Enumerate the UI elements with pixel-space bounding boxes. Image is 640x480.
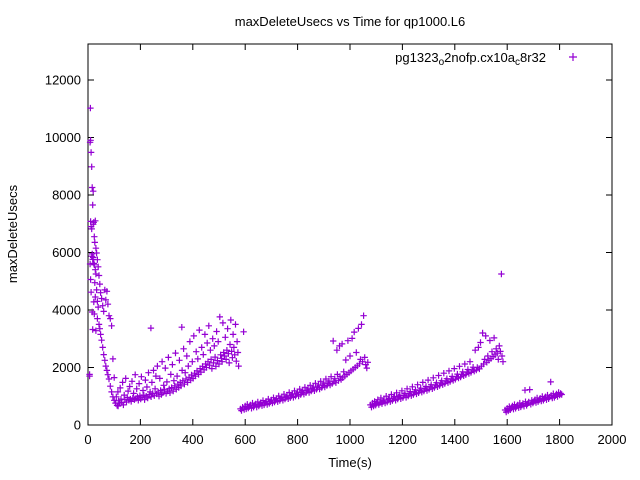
y-tick-label: 2000 bbox=[52, 360, 81, 375]
x-tick-label: 600 bbox=[234, 432, 256, 447]
legend-marker-icon bbox=[569, 53, 577, 61]
x-tick-label: 1600 bbox=[493, 432, 522, 447]
y-tick-label: 6000 bbox=[52, 245, 81, 260]
x-tick-label: 1800 bbox=[545, 432, 574, 447]
x-tick-label: 1000 bbox=[336, 432, 365, 447]
y-axis-label: maxDeleteUsecs bbox=[5, 184, 20, 283]
x-tick-label: 1400 bbox=[440, 432, 469, 447]
y-tick-label: 4000 bbox=[52, 302, 81, 317]
x-tick-label: 0 bbox=[84, 432, 91, 447]
x-tick-label: 400 bbox=[182, 432, 204, 447]
y-tick-label: 10000 bbox=[45, 130, 81, 145]
legend-label: pg1323o2nofp.cx10ac8r32 bbox=[395, 50, 546, 68]
x-axis-label: Time(s) bbox=[328, 455, 372, 470]
y-tick-label: 0 bbox=[74, 418, 81, 433]
x-tick-label: 800 bbox=[287, 432, 309, 447]
y-tick-label: 12000 bbox=[45, 72, 81, 87]
x-tick-label: 2000 bbox=[598, 432, 627, 447]
x-tick-label: 1200 bbox=[388, 432, 417, 447]
chart-title: maxDeleteUsecs vs Time for qp1000.L6 bbox=[235, 14, 466, 29]
plot-border bbox=[87, 43, 613, 426]
scatter-points bbox=[86, 104, 565, 416]
y-tick-label: 8000 bbox=[52, 187, 81, 202]
x-tick-label: 200 bbox=[130, 432, 152, 447]
